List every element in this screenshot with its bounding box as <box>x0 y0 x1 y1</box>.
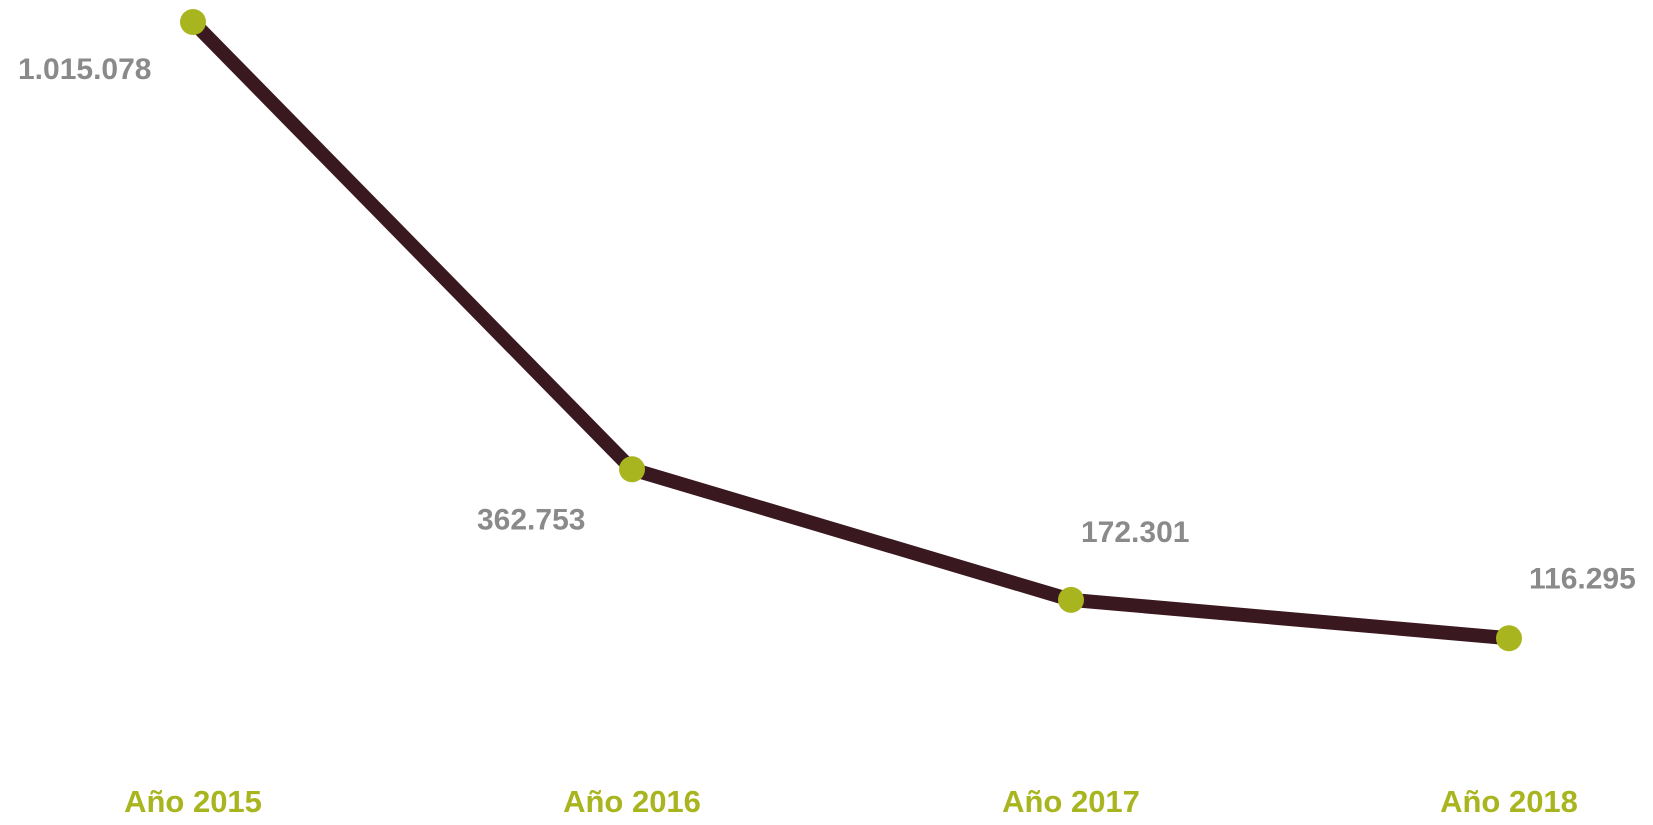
value-label: 1.015.078 <box>18 53 151 86</box>
data-point <box>619 456 645 483</box>
data-point <box>180 9 206 35</box>
value-labels: 1.015.078 362.753 172.301 116.295 <box>18 53 1636 595</box>
value-label: 362.753 <box>477 503 585 536</box>
x-axis-tick-label: Año 2015 <box>124 784 262 819</box>
x-axis-tick-label: Año 2017 <box>1002 784 1140 819</box>
x-axis-tick-label: Año 2018 <box>1440 784 1578 819</box>
series-line <box>186 15 1516 646</box>
x-axis-labels: Año 2015 Año 2016 Año 2017 Año 2018 <box>124 784 1578 819</box>
data-point <box>1496 625 1522 652</box>
value-label: 172.301 <box>1081 516 1189 549</box>
x-axis-tick-label: Año 2016 <box>563 784 701 819</box>
value-label: 116.295 <box>1529 562 1636 595</box>
data-point <box>1058 586 1084 613</box>
data-points <box>180 9 1522 652</box>
